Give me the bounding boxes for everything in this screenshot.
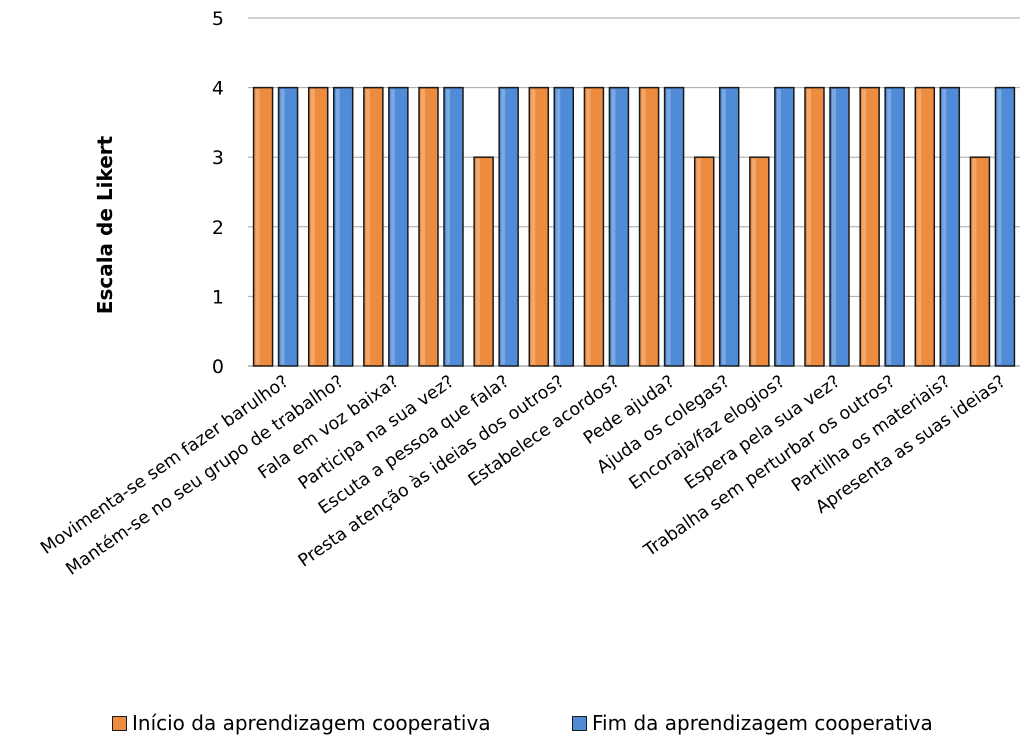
bar-inicio xyxy=(859,86,880,367)
bar-highlight xyxy=(721,89,726,365)
bar-highlight xyxy=(696,158,701,365)
bar-inicio xyxy=(307,86,329,367)
bar-inicio xyxy=(363,86,384,367)
bar-fim xyxy=(388,86,409,367)
bar-highlight xyxy=(807,89,811,365)
bar-highlight xyxy=(365,89,370,365)
legend-label-fim: Fim da aprendizagem cooperativa xyxy=(592,711,933,735)
bar-inicio xyxy=(804,86,825,367)
bar-highlight xyxy=(972,158,977,365)
bar-inicio xyxy=(693,156,715,367)
bar-highlight xyxy=(255,89,260,365)
bar-fim xyxy=(829,86,850,367)
bar-fim xyxy=(498,86,519,367)
bar-highlight xyxy=(917,89,922,365)
bar-highlight xyxy=(641,89,646,365)
y-tick-label: 5 xyxy=(212,8,224,30)
bar-highlight xyxy=(751,158,756,365)
bar-inicio xyxy=(528,86,550,367)
bar-highlight xyxy=(280,89,285,365)
y-tick-labels: 0 1 2 3 4 5 xyxy=(212,8,224,378)
bar-highlight xyxy=(942,89,947,365)
bar-highlight xyxy=(421,89,425,365)
bar-fim xyxy=(608,86,630,367)
legend-swatch-inicio xyxy=(112,715,127,731)
bar-fim xyxy=(277,86,299,367)
bar-inicio xyxy=(638,86,660,367)
bar-highlight xyxy=(556,89,561,365)
bar-highlight xyxy=(390,89,395,365)
y-tick-label: 0 xyxy=(212,356,224,378)
x-tick-label: Movimenta-se sem fazer barulho? xyxy=(37,372,292,559)
bar-fim xyxy=(663,86,685,367)
bar-fim xyxy=(939,86,961,367)
bar-highlight xyxy=(666,89,671,365)
bar-inicio xyxy=(749,156,770,367)
bar-fim xyxy=(718,86,740,367)
y-tick-label: 1 xyxy=(212,286,224,308)
bar-highlight xyxy=(586,89,591,365)
bar-fim xyxy=(884,86,905,367)
bar-highlight xyxy=(531,89,536,365)
x-tick-labels: Movimenta-se sem fazer barulho?Mantém-se… xyxy=(37,372,1009,580)
bar-inicio xyxy=(969,156,991,367)
legend-item-fim: Fim da aprendizagem cooperativa xyxy=(572,711,933,735)
legend-swatch-fim xyxy=(572,715,587,731)
bar-inicio xyxy=(473,156,494,367)
y-tick-label: 4 xyxy=(212,78,224,100)
legend-label-inicio: Início da aprendizagem cooperativa xyxy=(132,711,491,735)
bar-highlight xyxy=(446,89,450,365)
bar-highlight xyxy=(310,89,315,365)
bar-inicio xyxy=(252,86,274,367)
bars xyxy=(252,86,1016,367)
bar-highlight xyxy=(501,89,506,365)
bar-highlight xyxy=(832,89,836,365)
bar-fim xyxy=(994,86,1016,367)
y-axis-label: Escala de Likert xyxy=(93,135,117,314)
bar-fim xyxy=(332,86,354,367)
y-tick-label: 2 xyxy=(212,217,224,239)
bar-inicio xyxy=(914,86,936,367)
bar-fim xyxy=(553,86,575,367)
bar-highlight xyxy=(862,89,867,365)
bar-chart: 0 1 2 3 4 5 Movimenta-se sem fazer barulho?Ma… xyxy=(37,8,1020,580)
bar-highlight xyxy=(997,89,1002,365)
legend-item-inicio: Início da aprendizagem cooperativa xyxy=(112,711,491,735)
bar-highlight xyxy=(476,158,481,365)
bar-inicio xyxy=(418,86,439,367)
y-tick-label: 3 xyxy=(212,147,224,169)
bar-highlight xyxy=(335,89,340,365)
bar-highlight xyxy=(887,89,892,365)
bar-fim xyxy=(443,86,464,367)
bar-inicio xyxy=(583,86,605,367)
bar-highlight xyxy=(611,89,616,365)
legend: Início da aprendizagem cooperativa Fim d… xyxy=(112,703,972,743)
bar-fim xyxy=(774,86,795,367)
bar-highlight xyxy=(776,89,781,365)
